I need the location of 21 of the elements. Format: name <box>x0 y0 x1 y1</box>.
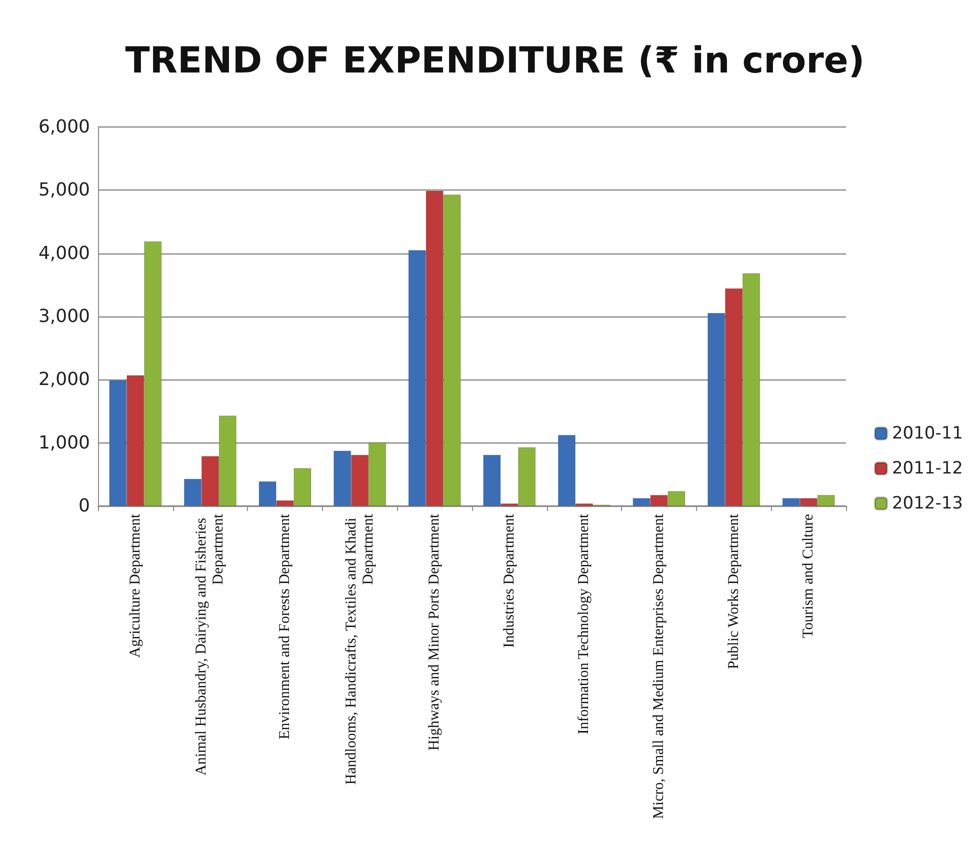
y-tick-label: 0 <box>78 496 90 516</box>
y-tick-label: 1,000 <box>38 432 90 454</box>
legend-label: 2010-11 <box>892 424 963 444</box>
legend-label: 2012-13 <box>892 494 963 514</box>
legend-label: 2011-12 <box>892 458 963 478</box>
y-tick-label: 4,000 <box>38 242 90 264</box>
x-tick-label: Public Works Department <box>726 513 742 670</box>
chart-title: TREND OF EXPENDITURE (₹ in crore) <box>125 40 865 82</box>
x-tick-label: Animal Husbandry, Dairying and Fisheries Department <box>194 513 227 776</box>
y-tick-label: 3,000 <box>38 306 90 327</box>
x-tick-label: Industries Department <box>501 513 518 648</box>
x-tick-label: Tourism and Culture <box>800 514 817 638</box>
x-tick-label: Environment and Forests Department <box>277 513 293 740</box>
y-tick-label: 2,000 <box>38 369 90 390</box>
x-tick-label: Highways and Minor Ports Department <box>426 513 443 751</box>
x-tick-label: Information Technology Department <box>576 513 592 734</box>
x-tick-label: Handlooms, Handicrafts, Textiles and Khadi Department <box>343 513 376 785</box>
x-tick-label: Agriculture Department <box>127 513 144 658</box>
y-tick-label: 6,000 <box>38 116 90 138</box>
x-tick-label: Micro, Small and Medium Enterprises Department <box>651 513 667 819</box>
y-tick-label: 5,000 <box>38 180 90 201</box>
